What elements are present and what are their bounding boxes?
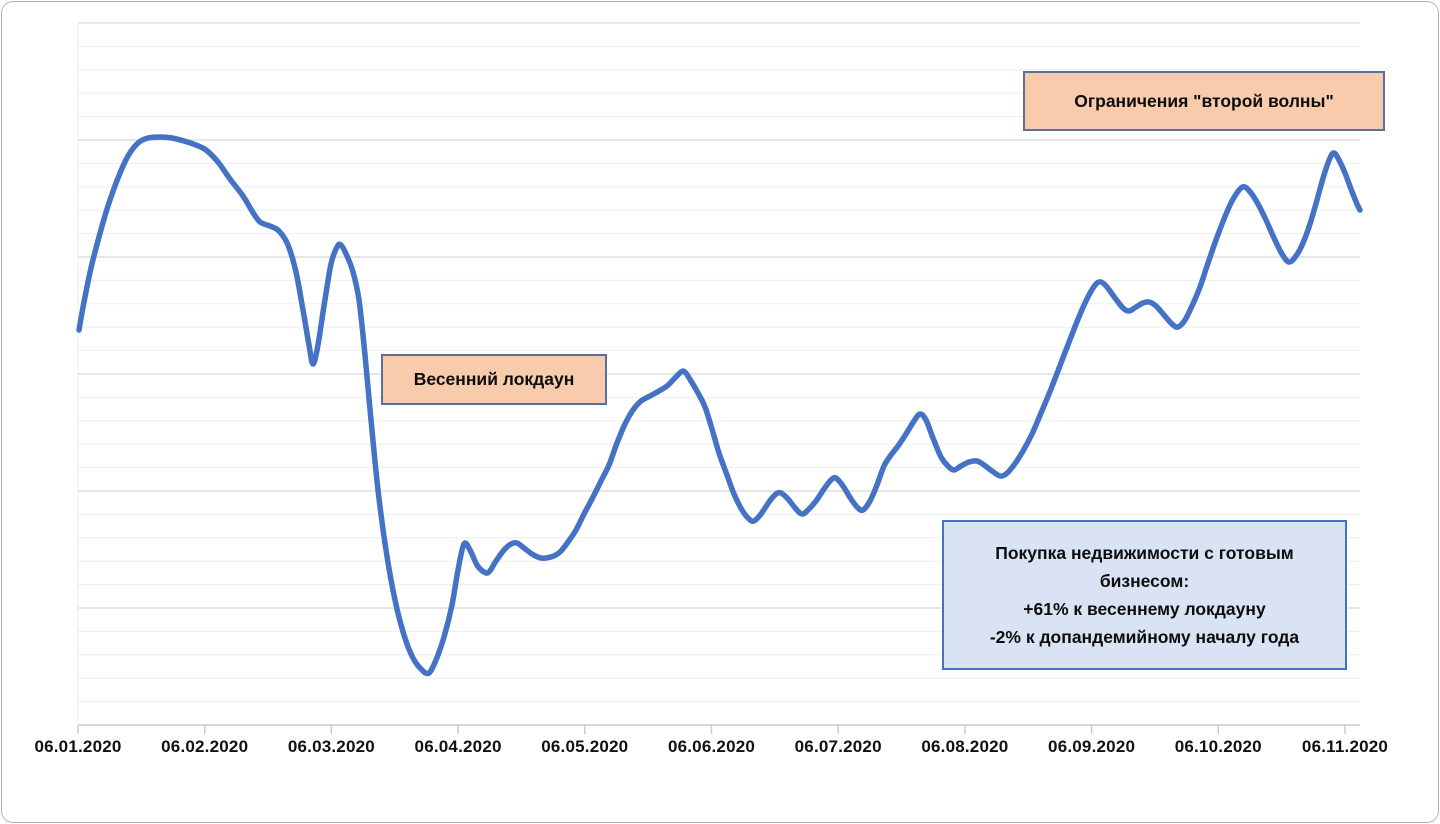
annotation-spring-lockdown-box: Весенний локдаун: [381, 354, 607, 405]
series-line: [76, 134, 1363, 677]
annotation-second-wave-label: Ограничения "второй волны": [1074, 90, 1334, 111]
info-box-line-1: Покупка недвижимости с готовым бизнесом:: [995, 543, 1294, 591]
info-box-line-3: -2% к допандемийному началу года: [989, 627, 1300, 647]
annotation-spring-lockdown-label: Весенний локдаун: [413, 369, 575, 389]
annotation-info-box: Покупка недвижимости с готовым бизнесом:…: [942, 520, 1347, 670]
info-box-line-2: +61% к весеннему локдауну: [1023, 599, 1266, 619]
annotation-second-wave-box: Ограничения "второй волны": [1023, 71, 1385, 131]
